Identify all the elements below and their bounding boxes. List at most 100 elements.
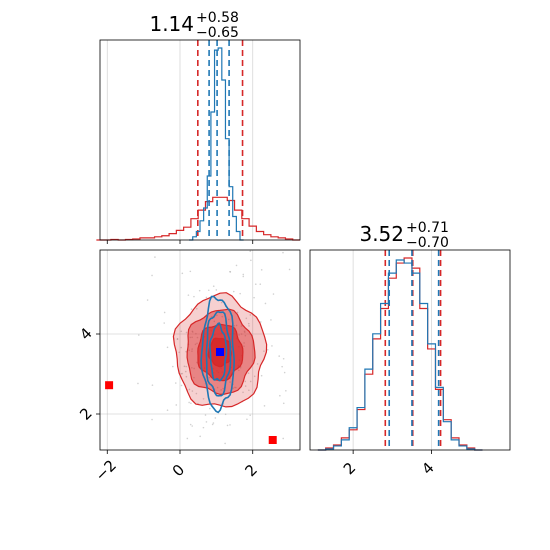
sample-point — [229, 381, 231, 383]
sample-point — [259, 283, 262, 285]
x-tick-label: 2 — [241, 461, 260, 480]
sample-point — [191, 330, 194, 333]
sample-point — [205, 421, 208, 423]
sample-point — [189, 423, 192, 426]
sample-point — [272, 293, 275, 295]
title-value: 1.14 — [149, 12, 194, 36]
sample-point — [282, 402, 285, 405]
sample-point — [244, 380, 247, 383]
sample-point — [184, 370, 187, 373]
sample-point — [253, 375, 256, 378]
sample-point — [191, 348, 193, 350]
sample-point — [151, 274, 153, 277]
sample-point — [244, 385, 247, 387]
sample-point — [163, 311, 166, 314]
sample-point — [176, 338, 179, 341]
sample-point — [188, 401, 190, 404]
sample-point — [234, 386, 236, 389]
sample-point — [190, 308, 193, 310]
sample-point — [243, 330, 246, 332]
sample-point — [248, 389, 250, 392]
sample-point — [185, 365, 188, 368]
sample-point — [238, 369, 240, 372]
sample-point — [196, 342, 198, 345]
sample-point — [226, 424, 229, 427]
sample-point — [249, 414, 251, 417]
param1-histogram-frame — [99, 39, 301, 241]
sample-point — [266, 348, 269, 351]
sample-point — [202, 398, 205, 400]
contour-level-blue — [208, 322, 228, 382]
sample-point — [138, 334, 140, 336]
sample-point — [191, 331, 194, 333]
sample-point — [253, 296, 255, 299]
sample-point — [194, 343, 197, 346]
sample-point — [185, 350, 187, 353]
y-tick-label: 4 — [76, 324, 95, 343]
sample-point — [229, 270, 231, 273]
sample-point — [283, 371, 286, 374]
sample-point — [193, 367, 195, 370]
sample-point — [204, 414, 207, 416]
sample-point — [243, 331, 246, 333]
sample-point — [180, 330, 183, 333]
x-tick-label: −2 — [92, 456, 120, 484]
sample-point — [235, 386, 237, 389]
param2-histogram-panel: 2 4 3.52 +0.71−0.70 — [309, 220, 511, 478]
sample-point — [282, 437, 284, 440]
sample-point — [207, 289, 210, 292]
sample-point — [224, 442, 226, 445]
sample-point — [229, 271, 232, 273]
sample-point — [137, 382, 139, 385]
sample-point — [190, 402, 192, 405]
x-tick-label: 2 — [340, 459, 359, 478]
sample-point — [220, 389, 222, 391]
sample-point — [212, 422, 215, 424]
sample-point — [172, 365, 174, 368]
sample-point — [196, 336, 199, 339]
sample-point — [175, 404, 178, 406]
sample-point — [242, 391, 244, 394]
sample-point — [240, 325, 243, 327]
point-marker — [216, 348, 224, 356]
sample-point — [154, 256, 156, 258]
sample-point — [208, 376, 211, 379]
sample-point — [185, 331, 188, 334]
sample-point — [183, 365, 186, 368]
sample-point — [191, 336, 193, 339]
sample-point — [254, 283, 257, 286]
sample-point — [146, 299, 149, 301]
point-marker — [105, 381, 114, 390]
sample-point — [263, 405, 266, 407]
sample-point — [247, 372, 250, 374]
sample-point — [244, 334, 247, 337]
sample-point — [221, 315, 224, 318]
sample-point — [199, 435, 201, 438]
sample-point — [185, 375, 188, 378]
sample-point — [282, 251, 284, 254]
sample-point — [213, 320, 216, 323]
sample-point — [235, 324, 238, 327]
sample-point — [285, 390, 287, 392]
sample-point — [222, 387, 224, 390]
sample-point — [249, 314, 252, 316]
sample-point — [232, 290, 235, 293]
sample-point — [176, 338, 179, 340]
title-lower-error: −0.70 — [406, 235, 449, 251]
param2-histogram-title: 3.52 +0.71−0.70 — [359, 220, 448, 251]
param2-histogram-frame — [309, 249, 511, 451]
sample-point — [238, 334, 240, 336]
sample-point — [243, 342, 245, 344]
param1-histogram-title: 1.14 +0.58−0.65 — [149, 10, 238, 41]
sample-point — [151, 418, 153, 421]
sample-point — [166, 409, 169, 412]
joint-contour-frame — [99, 249, 301, 451]
sample-point — [263, 350, 265, 352]
sample-point — [209, 407, 211, 410]
sample-point — [279, 394, 281, 397]
sample-point — [202, 426, 205, 429]
title-upper-error: +0.58 — [196, 10, 239, 26]
sample-point — [151, 384, 154, 386]
sample-point — [239, 292, 241, 295]
sample-point — [189, 270, 192, 273]
